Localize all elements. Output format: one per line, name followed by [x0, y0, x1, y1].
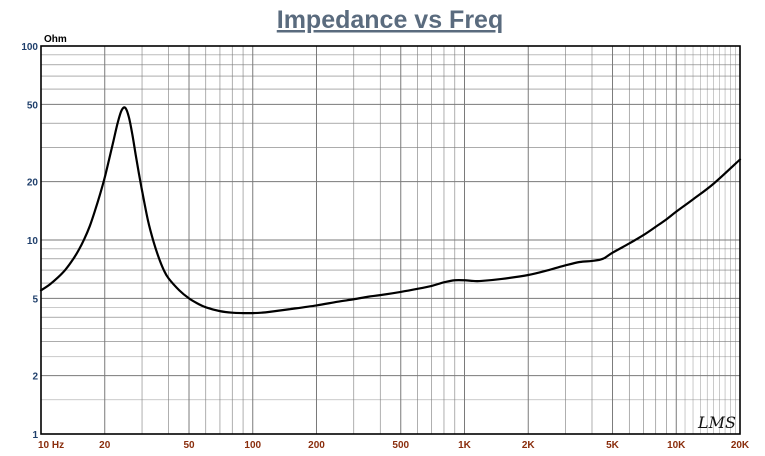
y-tick-label: 50 — [27, 100, 39, 111]
impedance-curve — [39, 106, 742, 315]
x-tick-label: 10 Hz — [38, 440, 64, 451]
x-tick-label: 10K — [667, 440, 686, 451]
x-tick-label: 20 — [99, 440, 111, 451]
x-tick-label: 5K — [606, 440, 620, 451]
plot-frame — [40, 45, 741, 435]
y-axis-unit-label: Ohm — [44, 34, 67, 45]
x-tick-label: 500 — [392, 440, 409, 451]
x-tick-label: 200 — [308, 440, 325, 451]
impedance-curve-group — [39, 106, 742, 315]
x-tick-label: 100 — [244, 440, 261, 451]
chart-title: Impedance vs Freq — [277, 6, 503, 34]
y-tick-label: 1 — [32, 430, 38, 441]
x-tick-label: 2K — [522, 440, 536, 451]
y-tick-label: 100 — [21, 42, 38, 53]
y-tick-label: 2 — [32, 372, 38, 383]
x-tick-label: 20K — [731, 440, 750, 451]
y-tick-label: 5 — [32, 294, 38, 305]
y-tick-label: 10 — [27, 236, 39, 247]
lms-watermark: LMS — [697, 413, 736, 432]
x-tick-label: 50 — [183, 440, 195, 451]
axis-ticks: 10 Hz 20 50 100 200 500 1K 2K 5K 10K 20K 100 50 20 10 5… — [21, 42, 750, 451]
y-tick-label: 20 — [27, 178, 39, 189]
x-tick-label: 1K — [458, 440, 472, 451]
